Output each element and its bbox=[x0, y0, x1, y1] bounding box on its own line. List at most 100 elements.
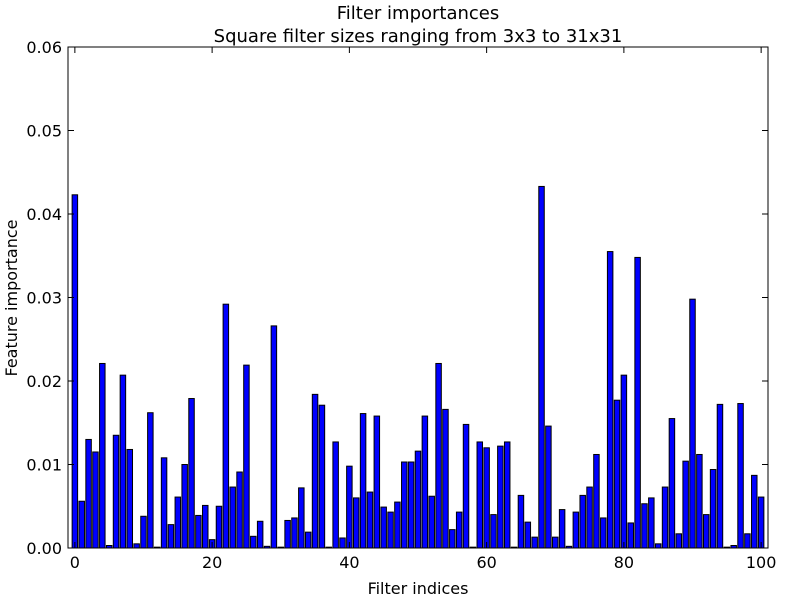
bar-6 bbox=[112, 434, 120, 549]
bar-62 bbox=[497, 445, 504, 549]
bar-67 bbox=[531, 536, 538, 549]
bar-3 bbox=[92, 451, 99, 549]
bar-89 bbox=[682, 460, 689, 549]
y-tick-label-5: 0.05 bbox=[26, 122, 62, 141]
bar-18 bbox=[195, 514, 202, 549]
bar-59 bbox=[476, 441, 484, 549]
y-tick-label-1: 0.01 bbox=[26, 456, 62, 475]
x-tick-label-60: 60 bbox=[476, 553, 496, 572]
bar-10 bbox=[140, 515, 147, 549]
bar-93 bbox=[709, 469, 717, 549]
y-axis-label: Feature importance bbox=[2, 220, 21, 377]
bar-48 bbox=[401, 461, 408, 549]
bar-75 bbox=[586, 486, 593, 549]
bar-91 bbox=[696, 453, 703, 549]
bar-9 bbox=[133, 543, 140, 549]
bar-0 bbox=[71, 194, 79, 549]
bar-52 bbox=[428, 495, 435, 549]
y-tick-label-3: 0.03 bbox=[26, 289, 62, 308]
bar-34 bbox=[304, 531, 312, 549]
bar-76 bbox=[593, 453, 600, 549]
x-tick-label-20: 20 bbox=[202, 553, 222, 572]
bars-group bbox=[71, 185, 765, 549]
bar-35 bbox=[311, 393, 319, 549]
bar-73 bbox=[572, 511, 580, 549]
bar-23 bbox=[229, 486, 236, 549]
bar-51 bbox=[421, 415, 429, 549]
bar-54 bbox=[442, 408, 449, 549]
x-axis-label: Filter indices bbox=[368, 579, 469, 597]
x-tick-label-100: 100 bbox=[746, 553, 777, 572]
bar-33 bbox=[298, 487, 305, 549]
bar-36 bbox=[318, 404, 326, 549]
bar-27 bbox=[256, 520, 264, 549]
bar-16 bbox=[181, 464, 188, 549]
ticks-group: 0 20 40 60 80 100 0.00 0.01 0.02 0.03 0.04 0.05 0.06 bbox=[26, 38, 776, 572]
bar-60 bbox=[483, 447, 490, 549]
y-tick-label-2: 0.02 bbox=[26, 372, 62, 391]
bar-85 bbox=[654, 543, 662, 549]
x-tick-label-40: 40 bbox=[339, 553, 359, 572]
x-tick-label-0: 0 bbox=[70, 553, 80, 572]
bar-14 bbox=[167, 524, 175, 549]
bar-38 bbox=[332, 441, 339, 549]
bar-57 bbox=[462, 423, 470, 549]
bar-70 bbox=[552, 536, 559, 549]
bar-32 bbox=[291, 517, 298, 549]
bar-99 bbox=[751, 474, 758, 549]
bar-78 bbox=[606, 251, 614, 549]
bar-97 bbox=[737, 403, 744, 549]
bar-44 bbox=[373, 415, 381, 549]
bar-19 bbox=[202, 504, 209, 549]
y-tick-label-0: 0.00 bbox=[26, 539, 62, 558]
bar-17 bbox=[188, 398, 195, 549]
bar-66 bbox=[524, 521, 532, 549]
bar-24 bbox=[236, 471, 243, 549]
bar-84 bbox=[648, 497, 655, 549]
bar-69 bbox=[545, 425, 552, 549]
bar-13 bbox=[160, 457, 168, 549]
bar-65 bbox=[517, 494, 525, 549]
bar-87 bbox=[668, 418, 676, 549]
bar-11 bbox=[147, 412, 154, 549]
bar-53 bbox=[435, 362, 442, 549]
y-tick-label-6: 0.06 bbox=[26, 38, 62, 57]
bar-61 bbox=[490, 514, 497, 549]
bar-49 bbox=[407, 461, 415, 549]
bar-4 bbox=[99, 362, 106, 549]
bar-92 bbox=[702, 514, 710, 549]
bar-40 bbox=[346, 465, 353, 549]
bar-47 bbox=[394, 501, 401, 549]
bar-46 bbox=[387, 511, 394, 549]
y-tick-label-4: 0.04 bbox=[26, 205, 62, 224]
bar-74 bbox=[579, 494, 586, 549]
bar-79 bbox=[613, 399, 621, 549]
bar-63 bbox=[503, 441, 511, 549]
bar-90 bbox=[689, 298, 696, 549]
bar-7 bbox=[119, 374, 127, 549]
bar-98 bbox=[744, 533, 751, 549]
bar-94 bbox=[716, 403, 724, 549]
bar-86 bbox=[661, 486, 669, 549]
bar-21 bbox=[215, 505, 223, 549]
bar-100 bbox=[757, 496, 765, 549]
bar-77 bbox=[600, 517, 607, 549]
bar-56 bbox=[455, 511, 463, 549]
bar-55 bbox=[449, 529, 456, 549]
bar-29 bbox=[270, 325, 278, 549]
bar-68 bbox=[538, 185, 545, 549]
bar-26 bbox=[250, 535, 257, 549]
bar-1 bbox=[78, 500, 85, 549]
bar-50 bbox=[414, 450, 422, 549]
bar-80 bbox=[620, 374, 628, 549]
bar-2 bbox=[85, 438, 92, 549]
bar-81 bbox=[627, 522, 634, 549]
bar-42 bbox=[359, 413, 367, 549]
chart-subtitle: Square filter sizes ranging from 3x3 to … bbox=[214, 26, 623, 47]
x-tick-label-80: 80 bbox=[614, 553, 634, 572]
bar-39 bbox=[339, 537, 346, 549]
bar-22 bbox=[222, 303, 230, 549]
bar-43 bbox=[366, 491, 374, 549]
bar-71 bbox=[558, 509, 566, 549]
